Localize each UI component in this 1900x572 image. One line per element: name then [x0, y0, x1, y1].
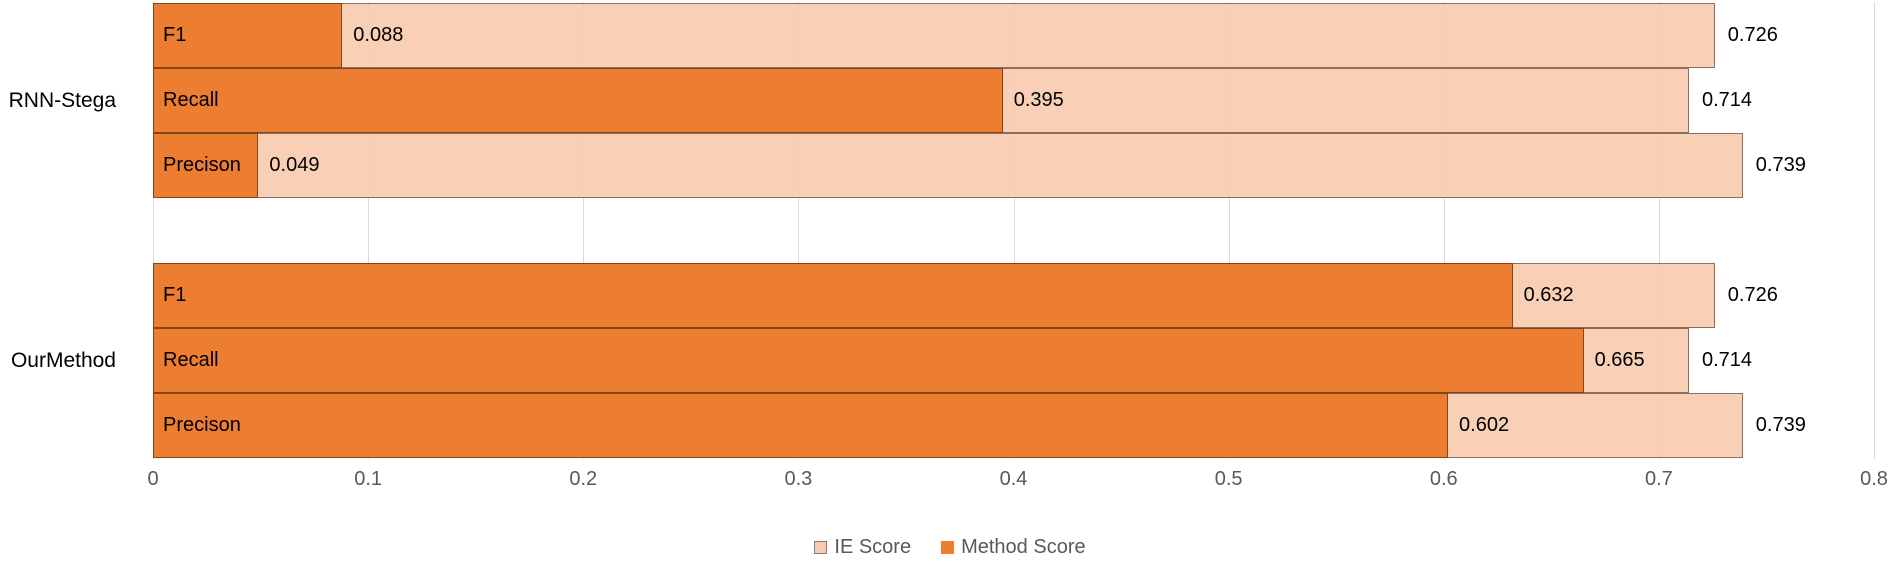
- group-label: RNN-Stega: [8, 88, 116, 112]
- ie-score-value-label: 0.714: [1701, 349, 1753, 371]
- gridline: [1228, 2, 1230, 459]
- ie-score-value-label: 0.726: [1727, 24, 1778, 46]
- gridline: [1443, 2, 1445, 459]
- method-score-bar: [153, 393, 1449, 458]
- method-score-value-label: 0.395: [1013, 89, 1064, 111]
- metric-label: Precison: [163, 154, 241, 176]
- x-axis-tick-label: 0.1: [354, 468, 383, 490]
- metric-label: Precison: [163, 414, 241, 436]
- gridline: [368, 2, 370, 459]
- ie-score-value-label: 0.726: [1727, 284, 1778, 306]
- ie-score-bar: [153, 3, 1715, 68]
- group-label: OurMethod: [10, 348, 116, 372]
- legend: IE Score Method Score: [0, 531, 1900, 563]
- method-score-bar: [153, 3, 343, 68]
- ie-score-value-label: 0.739: [1755, 414, 1806, 436]
- legend-label-method-score: Method Score: [961, 535, 1086, 558]
- method-score-bar: [153, 263, 1513, 328]
- method-score-value-label: 0.632: [1523, 284, 1574, 306]
- method-score-bar: [153, 133, 259, 198]
- gridline: [1874, 2, 1875, 459]
- method-score-value-label: 0.602: [1459, 414, 1510, 436]
- x-axis-tick-label: 0: [147, 468, 159, 490]
- ie-score-bar: [153, 133, 1743, 198]
- ie-score-value-label: 0.739: [1755, 154, 1806, 176]
- metric-label: Recall: [163, 349, 219, 371]
- metric-label: Recall: [163, 89, 219, 111]
- gridline: [1658, 2, 1660, 459]
- method-score-value-label: 0.049: [269, 154, 320, 176]
- gridline: [583, 2, 585, 459]
- x-axis-tick-label: 0.2: [569, 468, 598, 490]
- x-axis-tick-label: 0.7: [1644, 468, 1673, 490]
- metric-label: F1: [163, 24, 187, 46]
- legend-item-method-score: Method Score: [941, 536, 1086, 559]
- method-score-bar: [153, 68, 1003, 133]
- gridline: [153, 2, 154, 459]
- x-axis-tick-label: 0.4: [999, 468, 1028, 490]
- x-axis-tick-label: 0.3: [784, 468, 813, 490]
- method-score-value-label: 0.088: [353, 24, 404, 46]
- method-score-bar: [153, 328, 1584, 393]
- x-axis-tick-label: 0.5: [1214, 468, 1243, 490]
- gridline: [1013, 2, 1015, 459]
- ie-score-swatch-icon: [814, 540, 828, 554]
- x-axis-tick-label: 0.6: [1429, 468, 1458, 490]
- legend-label-ie-score: IE Score: [834, 535, 912, 558]
- method-score-swatch-icon: [941, 540, 955, 554]
- ie-score-value-label: 0.714: [1701, 89, 1753, 111]
- method-score-value-label: 0.665: [1594, 349, 1645, 371]
- legend-item-ie-score: IE Score: [814, 536, 911, 559]
- gridline: [798, 2, 800, 459]
- metric-label: F1: [163, 284, 187, 306]
- x-axis-tick-label: 0.8: [1860, 468, 1888, 490]
